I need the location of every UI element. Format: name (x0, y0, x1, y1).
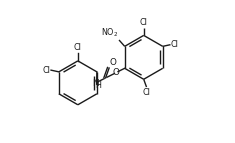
Text: O: O (110, 58, 117, 67)
Text: Cl: Cl (74, 43, 82, 52)
Text: Cl: Cl (43, 66, 51, 75)
Text: N: N (92, 79, 98, 88)
Text: O: O (113, 68, 120, 77)
Text: H: H (95, 81, 101, 90)
Text: NO$_2$: NO$_2$ (101, 27, 119, 39)
Text: Cl: Cl (140, 18, 148, 27)
Text: Cl: Cl (171, 40, 179, 49)
Text: Cl: Cl (143, 88, 150, 97)
